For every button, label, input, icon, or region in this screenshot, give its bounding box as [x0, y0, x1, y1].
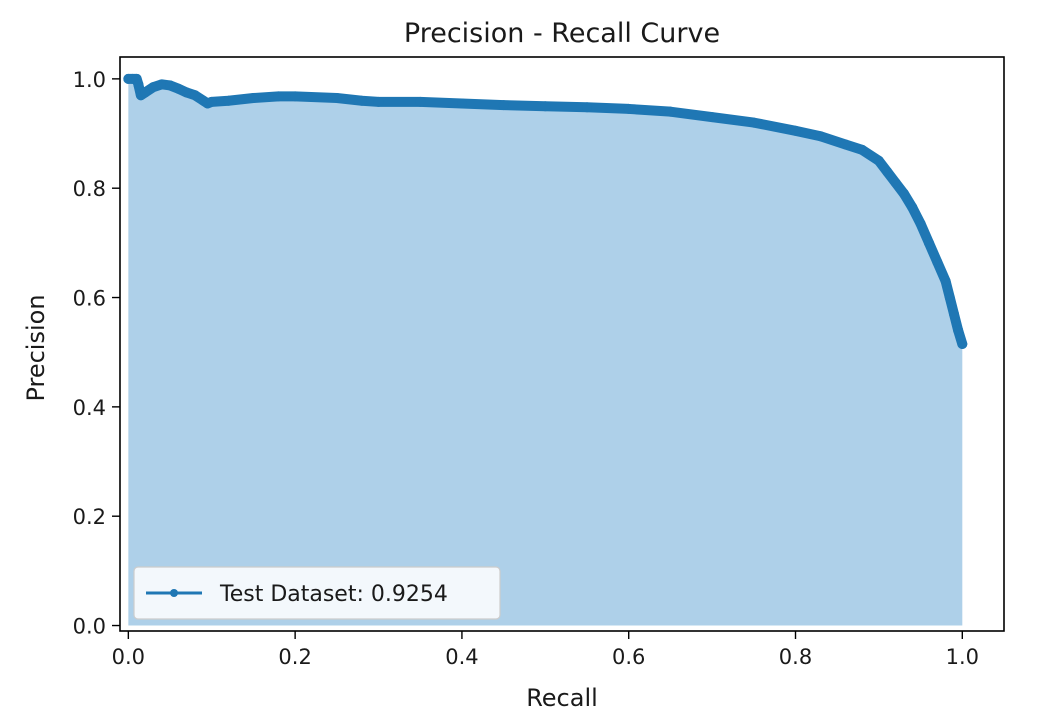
- data-point: [790, 125, 801, 136]
- y-tick-label: 0.2: [73, 505, 106, 529]
- data-point: [707, 112, 718, 123]
- data-point: [331, 93, 342, 103]
- y-tick-label: 0.8: [73, 177, 106, 201]
- data-point: [540, 101, 551, 112]
- series-markers: [123, 73, 968, 349]
- data-point: [140, 87, 151, 98]
- data-point: [181, 87, 192, 98]
- data-point: [932, 257, 943, 267]
- y-tick-label: 0.6: [73, 287, 106, 311]
- x-tick-label: 1.0: [946, 645, 979, 669]
- y-tick-label: 0.0: [73, 615, 106, 639]
- data-point: [857, 144, 868, 155]
- x-tick-label: 0.2: [278, 645, 311, 669]
- data-point: [873, 155, 884, 166]
- data-point: [223, 95, 234, 106]
- data-point: [290, 91, 301, 102]
- data-point: [206, 96, 217, 107]
- x-tick-label: 0.8: [779, 645, 812, 669]
- data-point: [923, 237, 934, 248]
- x-tick-label: 0.4: [445, 645, 478, 669]
- y-axis-label: Precision: [22, 294, 50, 401]
- data-point: [623, 103, 634, 114]
- data-point: [840, 139, 851, 150]
- data-point: [948, 308, 959, 319]
- data-point: [415, 96, 426, 107]
- area-fill: [128, 78, 963, 626]
- y-tick-label: 1.0: [73, 68, 106, 92]
- data-point: [882, 166, 893, 177]
- data-point: [156, 79, 167, 90]
- data-point: [133, 79, 144, 90]
- plot-area: [123, 73, 968, 626]
- x-axis-ticks: 0.0 0.2 0.4 0.6 0.8 1.0: [112, 631, 979, 669]
- data-point: [898, 188, 909, 199]
- y-axis-ticks: 0.0 0.2 0.4 0.6 0.8 1.0: [73, 68, 120, 639]
- y-tick-label: 0.4: [73, 396, 106, 420]
- x-tick-label: 0.6: [612, 645, 645, 669]
- chart-title: Precision - Recall Curve: [404, 18, 720, 49]
- data-point: [498, 100, 509, 111]
- data-point: [944, 292, 955, 303]
- data-point: [957, 339, 968, 349]
- legend-marker-swatch: [170, 589, 178, 597]
- data-point: [815, 131, 826, 142]
- data-point: [665, 106, 676, 117]
- legend-entry-test-dataset: Test Dataset: 0.9254: [219, 582, 448, 607]
- data-point: [748, 117, 759, 128]
- data-point: [582, 102, 593, 113]
- data-point: [907, 202, 918, 213]
- data-point: [165, 80, 176, 91]
- legend-box: [133, 566, 501, 620]
- x-tick-label: 0.0: [112, 645, 145, 669]
- x-axis-label: Recall: [526, 684, 598, 712]
- data-point: [373, 96, 384, 107]
- data-point: [248, 93, 259, 103]
- data-point: [148, 82, 159, 93]
- data-point: [890, 177, 901, 188]
- data-point: [953, 325, 964, 336]
- axes-frame: [119, 56, 1005, 632]
- data-point: [940, 276, 951, 287]
- data-point: [456, 98, 467, 109]
- data-point: [173, 83, 184, 94]
- data-point: [915, 218, 926, 229]
- data-point: [273, 91, 284, 102]
- legend: Test Dataset: 0.9254: [133, 566, 501, 620]
- data-point: [190, 90, 201, 101]
- data-point: [356, 95, 367, 106]
